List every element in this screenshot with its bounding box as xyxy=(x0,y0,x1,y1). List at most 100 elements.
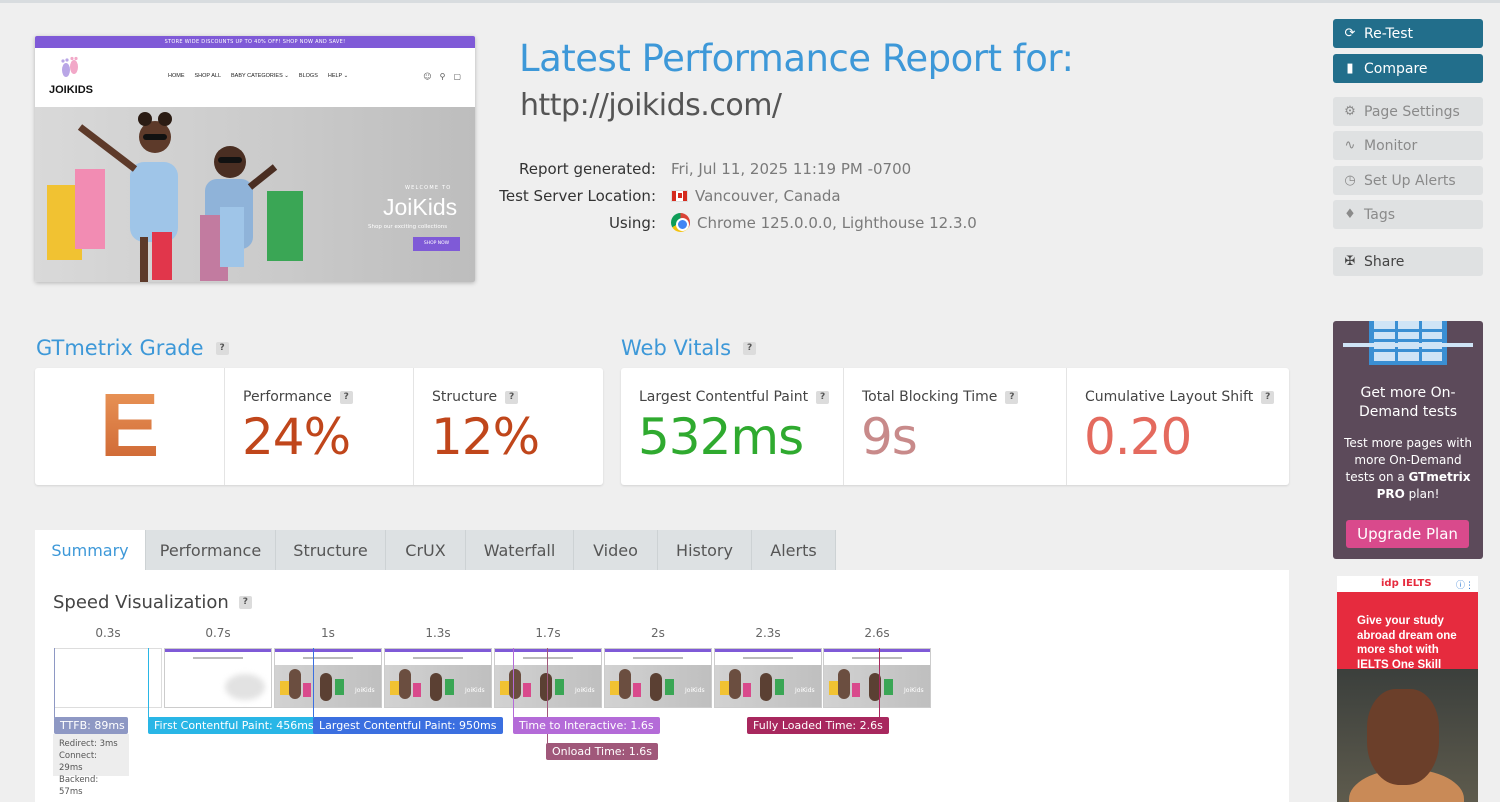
performance-label: Performance? xyxy=(243,389,353,405)
thumb-hero: WELCOME TO JoiKids Shop our exciting col… xyxy=(35,107,475,282)
performance-value: 24% xyxy=(242,408,351,466)
tbt-value: 9s xyxy=(861,408,918,466)
chrome-icon xyxy=(671,213,690,232)
promo-text-c: plan! xyxy=(1404,487,1440,501)
structure-label-text: Structure xyxy=(432,389,498,405)
help-icon[interactable]: ? xyxy=(215,341,229,355)
ad-header: idp IELTS ⓘ⋮ xyxy=(1337,576,1478,592)
tbt-label: Total Blocking Time? xyxy=(862,389,1019,405)
monitor-label: Monitor xyxy=(1364,137,1418,154)
web-vitals-card: Largest Contentful Paint? 532ms Total Bl… xyxy=(621,368,1289,485)
using-text: Chrome 125.0.0.0, Lighthouse 12.3.0 xyxy=(697,213,977,232)
tags-button[interactable]: ♦ Tags xyxy=(1333,200,1483,229)
promo-text-a: Test more pages with more On-Demand test… xyxy=(1344,436,1472,484)
ad-info-icon[interactable]: ⓘ⋮ xyxy=(1455,581,1474,591)
thumb-menu-item: HELP ⌄ xyxy=(327,73,349,79)
refresh-icon: ⟳ xyxy=(1344,26,1356,41)
search-icon: ⚲ xyxy=(439,72,446,81)
compare-button[interactable]: ▮ Compare xyxy=(1333,54,1483,83)
grade-letter: E xyxy=(35,368,224,485)
fully-loaded-label: Fully Loaded Time: 2.6s xyxy=(747,717,889,734)
frame-time: 0.7s xyxy=(205,626,231,640)
help-icon[interactable]: ? xyxy=(1261,390,1275,404)
page-screenshot[interactable]: STORE WIDE DISCOUNTS UP TO 40% OFF! SHOP… xyxy=(35,36,475,282)
tbt-metric: Total Blocking Time? 9s xyxy=(843,368,1066,485)
tab-history[interactable]: History xyxy=(658,530,752,570)
thumb-menu: HOME SHOP ALL BABY CATEGORIES ⌄ BLOGS HE… xyxy=(168,73,348,79)
on-demand-promo: Get more On-Demand tests Test more pages… xyxy=(1333,321,1483,559)
page-settings-button[interactable]: ⚙ Page Settings xyxy=(1333,97,1483,126)
share-label: Share xyxy=(1364,253,1405,270)
help-icon[interactable]: ? xyxy=(505,390,519,404)
performance-score: Performance? 24% xyxy=(224,368,413,485)
retest-label: Re-Test xyxy=(1364,25,1414,42)
ielts-ad[interactable]: idp IELTS ⓘ⋮ Give your study abroad drea… xyxy=(1337,576,1478,802)
frame-time: 2s xyxy=(651,626,665,640)
upgrade-plan-button[interactable]: Upgrade Plan xyxy=(1346,520,1469,548)
ttfb-marker-line xyxy=(54,648,55,718)
meta-row-location: Test Server Location: Vancouver, Canada xyxy=(470,182,977,209)
help-icon[interactable]: ? xyxy=(238,596,252,609)
frame-label: JoiKids xyxy=(465,687,485,694)
thumb-shop-now-button: SHOP NOW xyxy=(413,237,460,251)
help-icon[interactable]: ? xyxy=(1005,390,1019,404)
frame-label: JoiKids xyxy=(355,687,375,694)
help-icon[interactable]: ? xyxy=(339,390,353,404)
tab-summary[interactable]: Summary xyxy=(35,530,146,570)
using-value: Chrome 125.0.0.0, Lighthouse 12.3.0 xyxy=(671,213,977,232)
frame-time: 1.7s xyxy=(535,626,561,640)
thumb-promo-banner: STORE WIDE DISCOUNTS UP TO 40% OFF! SHOP… xyxy=(35,36,475,48)
frame-time: 0.3s xyxy=(95,626,121,640)
user-icon: ☺ xyxy=(423,72,432,81)
report-url[interactable]: http://joikids.com/ xyxy=(520,88,782,123)
web-vitals-heading-text: Web Vitals xyxy=(621,336,732,360)
share-icon: ✠ xyxy=(1344,254,1356,269)
tti-label: Time to Interactive: 1.6s xyxy=(513,717,660,734)
speed-heading-text: Speed Visualization xyxy=(53,592,229,613)
share-button[interactable]: ✠ Share xyxy=(1333,247,1483,276)
tab-structure[interactable]: Structure xyxy=(276,530,386,570)
location-label: Test Server Location: xyxy=(499,186,656,205)
grade-heading-text: GTmetrix Grade xyxy=(36,336,204,360)
cls-value: 0.20 xyxy=(1084,408,1192,466)
cls-label-text: Cumulative Layout Shift xyxy=(1085,389,1254,405)
tab-video[interactable]: Video xyxy=(574,530,658,570)
frame-time: 2.6s xyxy=(864,626,890,640)
help-icon[interactable]: ? xyxy=(816,390,830,404)
set-up-alerts-button[interactable]: ◷ Set Up Alerts xyxy=(1333,166,1483,195)
tbt-label-text: Total Blocking Time xyxy=(862,389,998,405)
alerts-label: Set Up Alerts xyxy=(1364,172,1456,189)
ttfb-breakdown: Redirect: 3ms Connect: 29ms Backend: 57m… xyxy=(53,734,129,797)
thumb-nav-icons: ☺ ⚲ ▢ xyxy=(423,72,461,81)
report-title: Latest Performance Report for: xyxy=(519,37,1074,80)
filmstrip-frame[interactable] xyxy=(164,648,272,708)
structure-label: Structure? xyxy=(432,389,519,405)
tags-label: Tags xyxy=(1364,206,1395,223)
tab-crux[interactable]: CrUX xyxy=(386,530,466,570)
ttfb-redirect: Redirect: 3ms xyxy=(59,739,118,749)
ttfb-label: TTFB: 89ms xyxy=(54,717,128,734)
cart-icon: ▢ xyxy=(453,72,461,81)
lcp-label-text: Largest Contentful Paint xyxy=(639,389,809,405)
ttfb-connect: Connect: 29ms xyxy=(59,751,98,773)
canada-flag-icon xyxy=(671,189,688,202)
help-icon[interactable]: ? xyxy=(743,341,757,355)
filmstrip-frame[interactable]: JoiKids xyxy=(494,648,602,708)
filmstrip-frame[interactable]: JoiKids xyxy=(823,648,931,708)
tab-performance[interactable]: Performance xyxy=(146,530,276,570)
filmstrip-frame[interactable]: JoiKids xyxy=(714,648,822,708)
meta-row-generated: Report generated: Fri, Jul 11, 2025 11:1… xyxy=(470,155,977,182)
tab-waterfall[interactable]: Waterfall xyxy=(466,530,574,570)
generated-value: Fri, Jul 11, 2025 11:19 PM -0700 xyxy=(671,160,911,178)
filmstrip-frame[interactable]: JoiKids xyxy=(384,648,492,708)
tti-marker-line xyxy=(513,648,514,718)
monitor-button[interactable]: ∿ Monitor xyxy=(1333,131,1483,160)
frame-time: 1.3s xyxy=(425,626,451,640)
filmstrip-frame[interactable]: JoiKids xyxy=(604,648,712,708)
retest-button[interactable]: ⟳ Re-Test xyxy=(1333,19,1483,48)
filmstrip-frame[interactable] xyxy=(54,648,162,708)
onload-marker-line xyxy=(547,648,548,744)
filmstrip-frame[interactable]: JoiKids xyxy=(274,648,382,708)
tab-alerts[interactable]: Alerts xyxy=(752,530,836,570)
ad-brand: idp IELTS xyxy=(1381,578,1432,589)
